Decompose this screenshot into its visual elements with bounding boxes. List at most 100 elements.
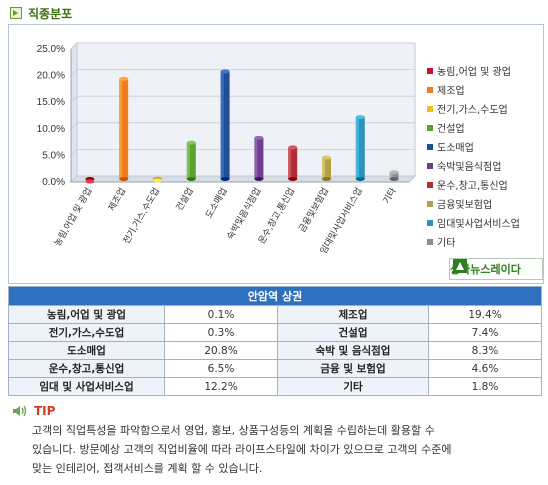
bar-cap <box>254 135 264 140</box>
legend-item: 운수,창고,통신업 <box>427 175 520 194</box>
gridline <box>70 149 415 156</box>
category-name-cell: 전기,가스,수도업 <box>8 323 165 342</box>
speaker-icon <box>13 405 27 417</box>
legend-label: 임대및사업서비스업 <box>437 219 520 230</box>
gridline <box>70 95 415 103</box>
x-tick-label: 건설업 <box>174 186 195 213</box>
category-value-cell: 0.1% <box>164 305 278 324</box>
x-tick-label: 기타 <box>381 185 398 205</box>
legend-label: 농림,어업 및 광업 <box>437 67 511 78</box>
table-row: 도소매업 20.8% 숙박 및 음식점업 8.3% <box>8 341 542 360</box>
gridline <box>70 175 415 183</box>
bar-cap <box>288 145 298 150</box>
bar-cap <box>186 140 196 145</box>
table-row: 운수,창고,통신업 6.5% 금융 및 보험업 4.6% <box>8 359 542 378</box>
bar-highlight <box>119 78 123 179</box>
tip-line: 맞는 인테리어, 접객서비스를 계획 할 수 있습니다. <box>32 462 263 475</box>
category-name-cell: 임대 및 사업서비스업 <box>8 377 165 396</box>
bar-highlight <box>355 117 359 179</box>
bar <box>119 78 129 179</box>
legend-item: 임대및사업서비스업 <box>427 213 520 232</box>
legend-swatch <box>427 105 433 112</box>
bar-highlight <box>389 172 393 179</box>
bar-highlight <box>288 147 292 179</box>
bar-base <box>288 177 298 181</box>
x-tick-label: 제조업 <box>106 186 127 213</box>
x-tick-label: 도소매업 <box>204 186 229 220</box>
table-row: 임대 및 사업서비스업 12.2% 기타 1.8% <box>8 377 542 396</box>
category-value-cell: 0.3% <box>164 323 278 342</box>
bar <box>288 147 298 179</box>
x-tick-label: 운수,창고,통신업 <box>256 186 296 246</box>
legend-item: 도소매업 <box>427 137 520 156</box>
x-tick-label: 농림,어업 및 광업 <box>51 186 93 248</box>
legend-label: 기타 <box>437 238 456 249</box>
category-name-cell: 농림,어업 및 광업 <box>8 305 165 324</box>
bar <box>220 71 230 179</box>
table-row: 농림,어업 및 광업 0.1% 제조업 19.4% <box>8 305 542 324</box>
bar-base <box>220 177 230 181</box>
bar <box>186 142 196 179</box>
brand-logo[interactable]: 상가뉴스레이다 <box>449 258 543 280</box>
bar-cap <box>85 179 95 184</box>
bar-base <box>322 177 331 181</box>
legend-label: 제조업 <box>437 86 465 97</box>
bar <box>254 137 264 179</box>
category-value-cell: 8.3% <box>428 341 542 360</box>
legend-swatch <box>427 162 433 169</box>
summary-table: 안암역 상권 농림,어업 및 광업 0.1% 제조업 19.4% 전기,가스,수도업 0.… <box>8 286 542 396</box>
category-value-cell: 12.2% <box>164 377 278 396</box>
bar-base <box>186 177 196 181</box>
bar-cap <box>220 69 230 74</box>
legend-swatch <box>427 219 433 226</box>
bar-highlight <box>186 142 190 179</box>
section-header: 직종분포 <box>10 4 72 22</box>
category-value-cell: 19.4% <box>428 305 542 324</box>
x-tick-label: 전기,가스,수도업 <box>121 186 161 246</box>
chart-panel: 0.0% 5.0% 10.0% 15.0% 20.0% 25.0% 농림,어업 및 광업 제조… <box>8 24 544 284</box>
table-title: 안암역 상권 <box>8 286 542 306</box>
tip-line: 있습니다. 방문예상 고객의 직업비율에 따라 라이프스타일에 차이가 있으므로… <box>32 443 452 456</box>
category-value-cell: 4.6% <box>428 359 542 378</box>
bar-cap <box>119 76 129 81</box>
bar <box>355 117 365 179</box>
bar <box>322 157 331 179</box>
bar-base <box>389 177 399 181</box>
legend-swatch <box>427 143 433 150</box>
bar-base <box>355 177 365 181</box>
gridline <box>70 42 415 50</box>
chart-legend: 농림,어업 및 광업 제조업 전기,가스,수도업 건설업 도소매업 숙박및음식점업 운수,창… <box>427 61 520 251</box>
y-tick-label: 25.0% <box>37 44 65 55</box>
x-tick-label: 숙박및음식점업 <box>224 186 263 242</box>
y-tick-label: 0.0% <box>42 177 65 188</box>
bar-cap <box>355 115 365 120</box>
legend-swatch <box>427 200 433 207</box>
legend-swatch <box>427 181 433 188</box>
legend-item: 농림,어업 및 광업 <box>427 61 520 80</box>
chart-side-wall <box>70 41 78 184</box>
bar-base <box>119 177 129 181</box>
tip-section: TIP 고객의 직업특성을 파악함으로서 영업, 홍보, 상품구성등의 계획을 … <box>12 403 538 478</box>
legend-label: 숙박및음식점업 <box>437 162 502 173</box>
legend-item: 전기,가스,수도업 <box>427 99 520 118</box>
category-value-cell: 20.8% <box>164 341 278 360</box>
legend-item: 금융및보험업 <box>427 194 520 213</box>
section-title: 직종분포 <box>28 6 73 21</box>
category-name-cell: 제조업 <box>277 305 429 324</box>
bar <box>389 172 399 179</box>
y-tick-label: 15.0% <box>37 97 65 108</box>
y-tick-label: 5.0% <box>42 150 65 161</box>
category-name-cell: 운수,창고,통신업 <box>8 359 165 378</box>
category-value-cell: 6.5% <box>164 359 278 378</box>
bar-base <box>254 177 264 181</box>
y-tick-label: 10.0% <box>37 124 65 135</box>
section-bullet-icon <box>10 7 22 19</box>
legend-swatch <box>427 86 433 93</box>
category-name-cell: 숙박 및 음식점업 <box>277 341 429 360</box>
bar-chart: 0.0% 5.0% 10.0% 15.0% 20.0% 25.0% 농림,어업 및 광업 제조… <box>37 41 417 256</box>
legend-item: 기타 <box>427 232 520 251</box>
bar-cap <box>153 178 162 183</box>
gridline <box>70 69 415 76</box>
category-name-cell: 도소매업 <box>8 341 165 360</box>
table-row: 전기,가스,수도업 0.3% 건설업 7.4% <box>8 323 542 342</box>
